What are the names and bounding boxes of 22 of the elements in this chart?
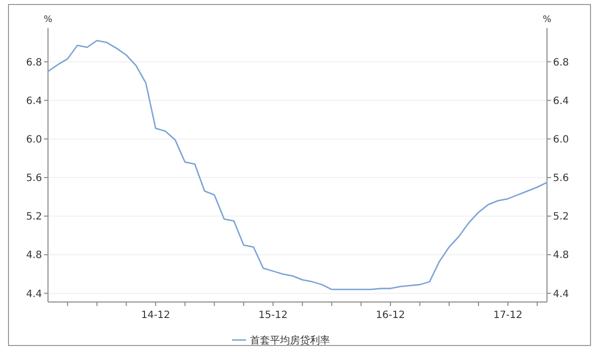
y2-tick-label: 6.0 bbox=[553, 134, 569, 146]
y-axis-title: % bbox=[44, 15, 53, 25]
y-tick-label: 6.8 bbox=[26, 57, 42, 68]
x-tick-label: 17-12 bbox=[493, 310, 522, 321]
line-series bbox=[47, 40, 548, 290]
y2-tick-label: 4.4 bbox=[553, 288, 569, 300]
y-tick-label: 5.6 bbox=[26, 173, 42, 184]
y2-tick-label: 6.8 bbox=[553, 57, 569, 68]
y2-tick-label: 5.2 bbox=[553, 212, 569, 223]
y2-tick-label: 6.4 bbox=[553, 96, 569, 107]
legend-label: 首套平均房贷利率 bbox=[250, 334, 330, 346]
y-tick-label: 4.8 bbox=[26, 250, 42, 262]
y2-tick-label: 4.8 bbox=[553, 250, 569, 262]
x-tick-label: 15-12 bbox=[258, 310, 288, 321]
y2-tick-label: 5.6 bbox=[553, 173, 569, 184]
y-tick-label: 4.4 bbox=[26, 288, 42, 300]
x-tick-label: 16-12 bbox=[376, 310, 405, 321]
y-tick-label: 6.0 bbox=[26, 134, 42, 146]
x-tick-label: 14-12 bbox=[141, 310, 170, 321]
y2-axis-title: % bbox=[542, 15, 552, 25]
y-tick-label: 6.4 bbox=[26, 96, 42, 107]
y-tick-label: 5.2 bbox=[26, 212, 42, 223]
